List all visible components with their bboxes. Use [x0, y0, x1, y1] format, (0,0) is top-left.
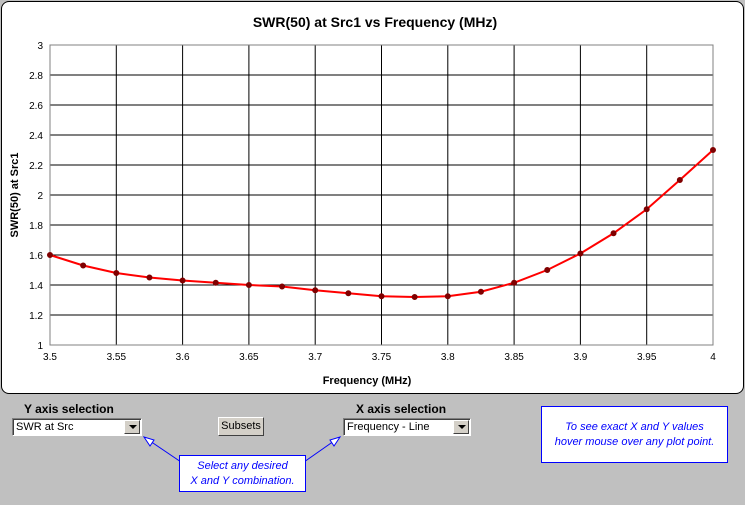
data-point[interactable]: [643, 206, 650, 213]
data-point[interactable]: [477, 288, 484, 295]
data-point[interactable]: [212, 279, 219, 286]
x-tick-label: 3.85: [504, 352, 524, 363]
data-point[interactable]: [411, 294, 418, 300]
chart-panel: SWR(50) at Src1 vs Frequency (MHz) 3.5 3.…: [1, 1, 744, 394]
x-axis-dropdown-arrow-icon[interactable]: [453, 420, 469, 434]
data-point[interactable]: [610, 230, 617, 237]
selection-hint-line1: Select any desired: [197, 460, 288, 472]
swr-chart: SWR(50) at Src1 vs Frequency (MHz) 3.5 3.…: [9, 14, 716, 387]
data-point[interactable]: [47, 252, 53, 258]
x-tick-label: 3.55: [107, 352, 127, 363]
y-axis-selection-label: Y axis selection: [24, 402, 114, 416]
data-point[interactable]: [511, 279, 518, 286]
y-tick-label: 2: [37, 191, 43, 202]
right-arrow-icon: [303, 436, 342, 463]
y-tick-label: 3: [37, 41, 43, 52]
y-axis-select-value: SWR at Src: [16, 421, 74, 433]
data-point[interactable]: [113, 270, 120, 276]
y-tick-label: 1.4: [29, 281, 43, 292]
x-tick-label: 3.6: [176, 352, 190, 363]
x-tick-label: 3.8: [441, 352, 455, 363]
data-point[interactable]: [80, 262, 87, 269]
subsets-button[interactable]: Subsets: [218, 417, 264, 436]
x-tick-label: 3.5: [43, 352, 57, 363]
x-axis-label: Frequency (MHz): [323, 375, 412, 387]
plot-area: 3.5 3.55 3.6 3.65 3.7 3.75 3.8 3.85 3.9 3.95 4 1 1.2…: [29, 41, 716, 363]
y-tick-label: 2.4: [29, 131, 43, 142]
hover-info-line2: hover mouse over any plot point.: [554, 436, 715, 448]
x-tick-label: 3.7: [308, 352, 322, 363]
y-tick-label: 1.8: [29, 221, 43, 232]
x-axis-selection-label: X axis selection: [356, 402, 447, 416]
y-axis-select[interactable]: SWR at Src: [12, 418, 142, 436]
data-point[interactable]: [245, 282, 252, 288]
y-tick-label: 1.2: [29, 311, 43, 322]
data-point[interactable]: [544, 267, 551, 273]
hover-info-note: To see exact X and Y values hover mouse …: [541, 406, 728, 463]
data-point[interactable]: [676, 177, 683, 183]
x-tick-label: 3.65: [239, 352, 259, 363]
selection-hint-line2: X and Y combination.: [190, 475, 295, 487]
x-tick-label: 3.95: [637, 352, 657, 363]
selection-hint: Select any desired X and Y combination.: [179, 455, 306, 492]
data-point[interactable]: [146, 274, 153, 281]
data-point[interactable]: [710, 147, 716, 153]
x-axis-select-value: Frequency - Line: [347, 421, 430, 433]
y-tick-label: 1.6: [29, 251, 43, 262]
x-axis-select[interactable]: Frequency - Line: [343, 418, 471, 436]
y-axis-dropdown-arrow-icon[interactable]: [124, 420, 140, 434]
y-tick-label: 2.6: [29, 101, 43, 112]
chart-title: SWR(50) at Src1 vs Frequency (MHz): [253, 14, 497, 30]
data-point[interactable]: [179, 277, 186, 284]
x-tick-label: 3.9: [573, 352, 587, 363]
data-point[interactable]: [345, 290, 352, 297]
x-tick-label: 3.75: [372, 352, 392, 363]
data-point[interactable]: [279, 283, 286, 290]
plot-border: [49, 44, 714, 346]
y-tick-label: 2.2: [29, 161, 43, 172]
y-axis-label: SWR(50) at Src1: [9, 153, 21, 238]
data-point[interactable]: [444, 293, 451, 300]
data-point[interactable]: [577, 250, 584, 257]
y-tick-label: 2.8: [29, 71, 43, 82]
left-arrow-icon: [142, 436, 182, 463]
data-point[interactable]: [312, 287, 319, 294]
data-point[interactable]: [378, 293, 385, 300]
y-tick-label: 1: [37, 341, 43, 352]
hover-info-line1: To see exact X and Y values: [565, 421, 704, 433]
x-tick-label: 4: [710, 352, 716, 363]
